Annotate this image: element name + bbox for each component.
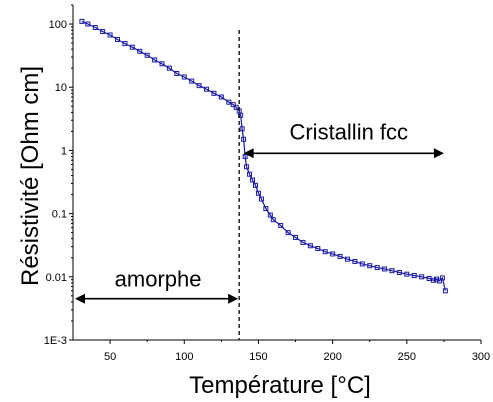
data-point <box>242 154 248 160</box>
crystalline-arrow-left-head <box>243 148 254 159</box>
y-tick-label: 1 <box>61 145 67 157</box>
x-tick-label: 100 <box>175 351 193 363</box>
data-point <box>100 29 106 35</box>
data-point <box>263 206 269 212</box>
y-tick-label: 10 <box>55 82 67 94</box>
data-point <box>439 275 445 281</box>
data-point <box>122 41 128 47</box>
data-point <box>267 212 273 218</box>
crystalline-arrow-right-head <box>433 148 444 159</box>
data-point <box>258 196 264 202</box>
data-point <box>431 277 437 283</box>
data-point <box>330 251 336 257</box>
data-point <box>244 164 250 170</box>
data-point <box>411 272 417 278</box>
y-axis-title: Résistivité [Ohm cm] <box>17 66 44 286</box>
y-tick-label: 0.1 <box>52 209 67 221</box>
x-tick-label: 200 <box>323 351 341 363</box>
data-point <box>230 102 236 108</box>
amorphous-label: amorphe <box>115 267 202 292</box>
data-point <box>181 74 187 80</box>
data-point <box>92 25 98 31</box>
y-axis-ticks: 1E-3 0.01 0.1 1 10 100 <box>44 4 73 347</box>
plot-frame <box>72 5 481 341</box>
data-point <box>85 21 91 27</box>
data-point <box>174 70 180 76</box>
crystalline-label: Cristallin fcc <box>289 119 408 144</box>
amorphous-arrow-right-head <box>228 293 239 304</box>
data-point <box>293 234 299 240</box>
y-tick-label: 100 <box>49 19 67 31</box>
data-point <box>252 182 258 188</box>
x-tick-label: 300 <box>472 351 490 363</box>
data-point <box>255 190 261 196</box>
data-point <box>285 230 291 236</box>
x-tick-label: 250 <box>398 351 416 363</box>
data-point <box>115 36 121 42</box>
data-point <box>166 65 172 71</box>
data-point <box>196 83 202 89</box>
data-point <box>241 136 247 142</box>
data-point <box>137 48 143 54</box>
data-point <box>389 268 395 274</box>
data-point <box>436 278 442 284</box>
data-point <box>352 258 358 264</box>
data-point <box>344 256 350 262</box>
y-tick-label: 1E-3 <box>44 335 67 347</box>
data-point <box>382 266 388 272</box>
data-point <box>159 61 165 67</box>
data-point <box>129 44 135 50</box>
data-point <box>307 243 313 249</box>
data-point <box>233 104 239 110</box>
data-point <box>247 171 253 177</box>
data-point <box>107 32 113 38</box>
data-point <box>337 253 343 259</box>
data-point <box>315 246 321 252</box>
data-point <box>396 269 402 275</box>
data-point <box>270 217 276 223</box>
data-point <box>442 288 448 294</box>
data-point <box>152 57 158 63</box>
x-axis-title: Température [°C] <box>189 372 371 399</box>
data-point <box>239 126 245 132</box>
data-point <box>204 86 210 92</box>
data-point <box>278 222 284 228</box>
data-point <box>250 177 256 183</box>
amorphous-arrow-left-head <box>75 293 85 304</box>
data-point <box>359 261 365 267</box>
data-point <box>300 239 306 245</box>
data-point <box>218 94 224 100</box>
series-line <box>81 20 446 291</box>
data-point <box>419 274 425 280</box>
data-point <box>322 249 328 255</box>
data-point <box>79 18 85 24</box>
data-point <box>367 263 373 269</box>
x-tick-label: 150 <box>249 351 267 363</box>
data-point <box>374 265 380 271</box>
x-tick-label: 50 <box>104 351 116 363</box>
data-series <box>79 18 448 294</box>
data-point <box>189 78 195 84</box>
x-axis-ticks: 50 100 150 200 250 300 <box>104 340 490 363</box>
data-point <box>211 90 217 96</box>
annotations: amorphe Cristallin fcc <box>75 30 444 340</box>
y-tick-label: 0.01 <box>46 272 67 284</box>
data-point <box>404 271 410 277</box>
data-point <box>144 52 150 58</box>
